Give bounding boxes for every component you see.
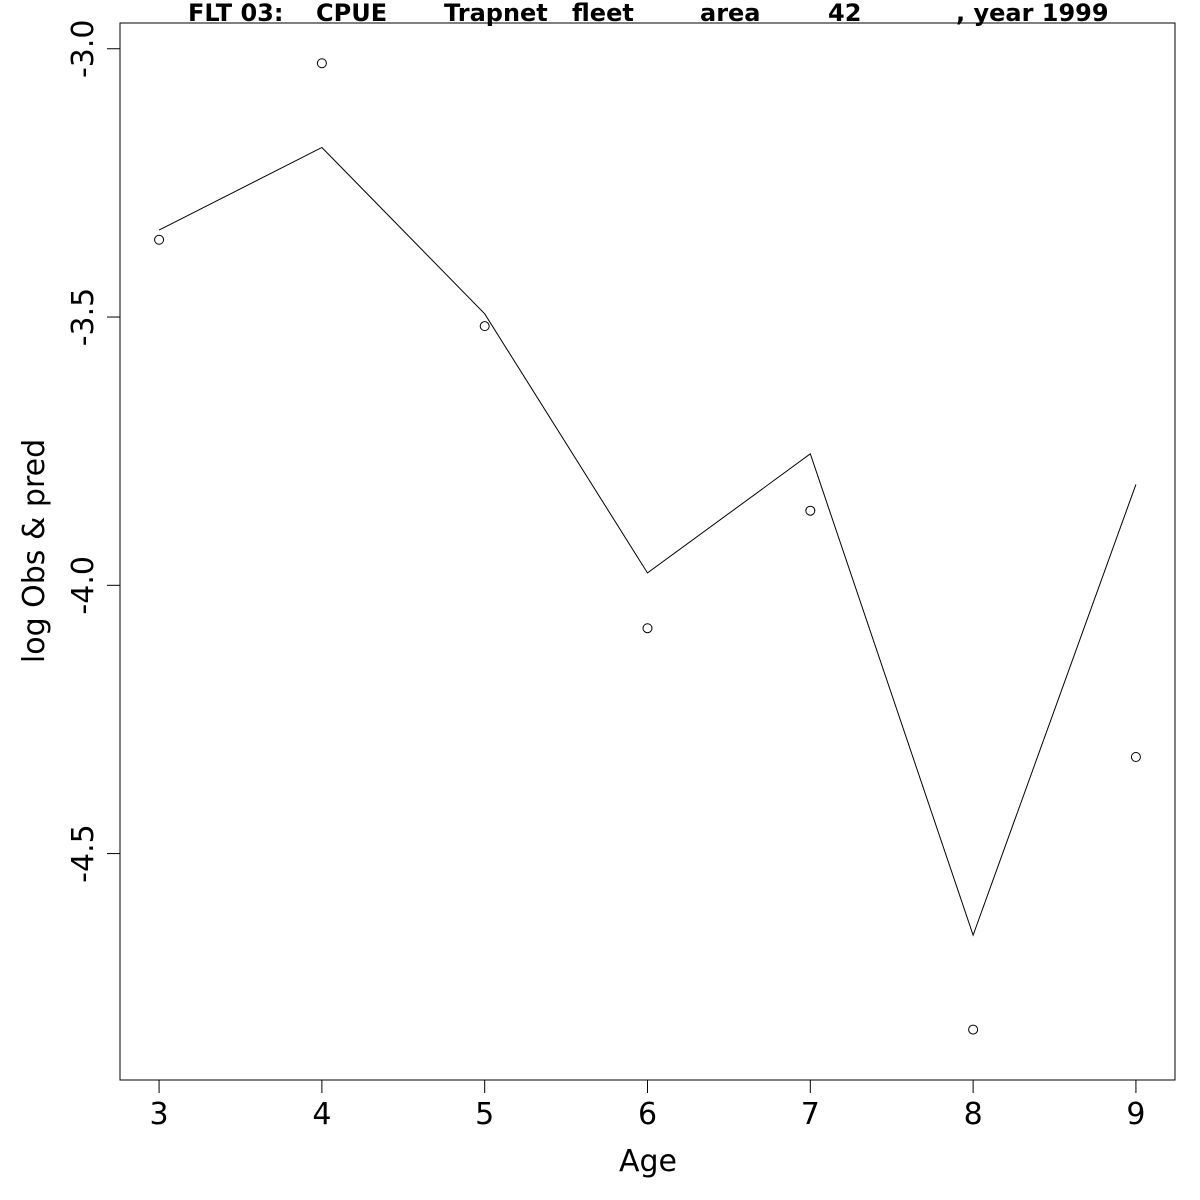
observed-point	[479, 321, 490, 332]
y-axis: -3.0 -3.5 -4.0 -4.5	[66, 19, 121, 883]
predicted-line	[158, 146, 1137, 937]
y-tick-label: -3.5	[66, 288, 101, 347]
plot-frame	[119, 22, 1176, 1081]
series-layer	[154, 58, 1141, 1035]
observed-point	[642, 623, 653, 634]
y-tick-label: -3.0	[66, 19, 101, 78]
x-tick-label: 6	[638, 1097, 657, 1132]
observed-point	[1130, 751, 1141, 762]
observed-point	[805, 505, 816, 516]
x-tick-label: 3	[150, 1097, 169, 1132]
x-tick-label: 9	[1126, 1097, 1145, 1132]
x-tick-label: 5	[475, 1097, 494, 1132]
x-tick-label: 4	[312, 1097, 331, 1132]
x-axis-title: Age	[619, 1144, 677, 1179]
observed-point	[316, 58, 327, 69]
y-axis-title: log Obs & pred	[17, 439, 52, 663]
x-axis: 3 4 5 6 7 8 9	[150, 1079, 1145, 1132]
x-tick-label: 8	[964, 1097, 983, 1132]
y-tick-label: -4.5	[66, 824, 101, 883]
observed-point	[968, 1024, 979, 1035]
y-tick-label: -4.0	[66, 556, 101, 615]
observed-point	[154, 234, 165, 245]
x-tick-label: 7	[801, 1097, 820, 1132]
